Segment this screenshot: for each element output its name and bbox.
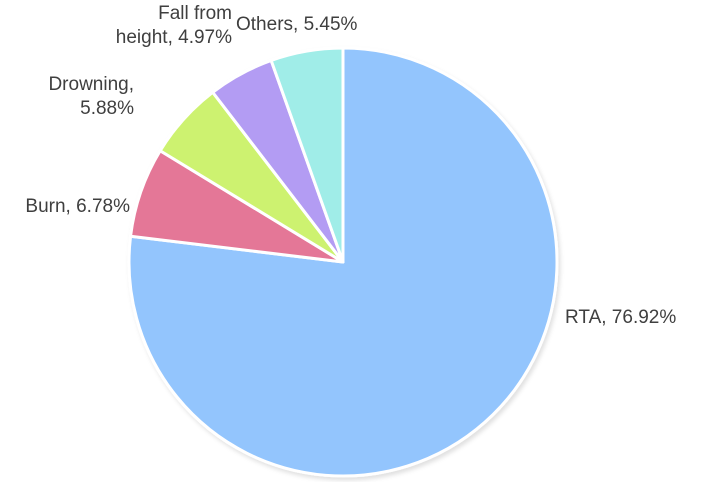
slice-label-rta: RTA, 76.92%: [565, 307, 676, 328]
slice-label-burn: Burn, 6.78%: [25, 196, 130, 217]
pie-slice-others: [269, 46, 345, 264]
pie-labels: RTA, 76.92% Burn, 6.78% Drowning, 5.88% Fall…: [25, 3, 676, 328]
pie-slices: [127, 46, 559, 478]
slice-label-others: Others, 5.45%: [236, 14, 358, 35]
slice-label-fall-from-height: Fall from height, 4.97%: [116, 3, 232, 48]
pie-slice-rta: [127, 46, 559, 478]
slice-label-drowning: Drowning, 5.88%: [48, 74, 134, 119]
